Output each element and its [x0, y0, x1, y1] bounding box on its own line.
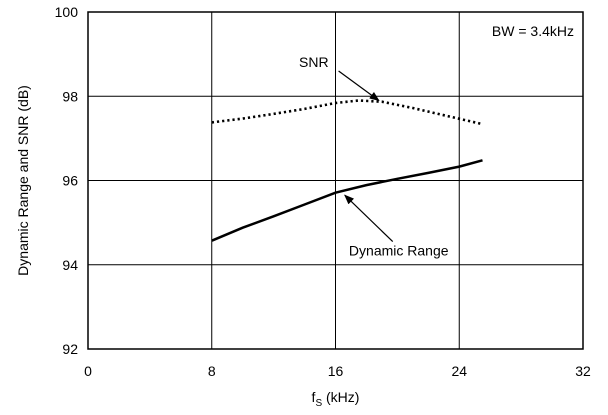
x-axis-label-main: f: [312, 389, 316, 405]
x-axis-label-sub: S: [315, 398, 322, 409]
plot-frame: [87, 11, 584, 350]
annotation-label-dynamic-range: Dynamic Range: [349, 243, 449, 259]
bandwidth-label: BW = 3.4kHz: [492, 23, 574, 39]
x-tick-label: 0: [84, 363, 92, 379]
x-axis-label: fS (kHz): [312, 389, 360, 409]
series-layer: [211, 99, 483, 242]
y-tick-label: 98: [62, 88, 78, 104]
x-tick-label: 8: [208, 363, 216, 379]
annotation-arrow-dynamic-range: [344, 194, 394, 243]
x-tick-label: 16: [328, 363, 344, 379]
annotation-label-snr: SNR: [299, 54, 329, 70]
y-tick-label: 94: [62, 257, 78, 273]
grid: [88, 12, 583, 349]
series-dynamic-range: [211, 159, 483, 242]
annotations: SNR Dynamic Range: [299, 54, 449, 259]
series-snr: [211, 99, 483, 126]
x-tick-label: 32: [575, 363, 591, 379]
y-tick-label: 100: [55, 4, 79, 20]
y-axis-label: Dynamic Range and SNR (dB): [15, 85, 31, 276]
y-tick-label: 96: [62, 173, 78, 189]
y-tick-label: 92: [62, 341, 78, 357]
x-axis-label-unit: (kHz): [322, 389, 359, 405]
annotation-arrow-snr: [338, 70, 380, 102]
x-tick-label: 24: [451, 363, 467, 379]
tick-labels: 0 8 16 24 32 92 94 96 98 100: [55, 4, 591, 379]
